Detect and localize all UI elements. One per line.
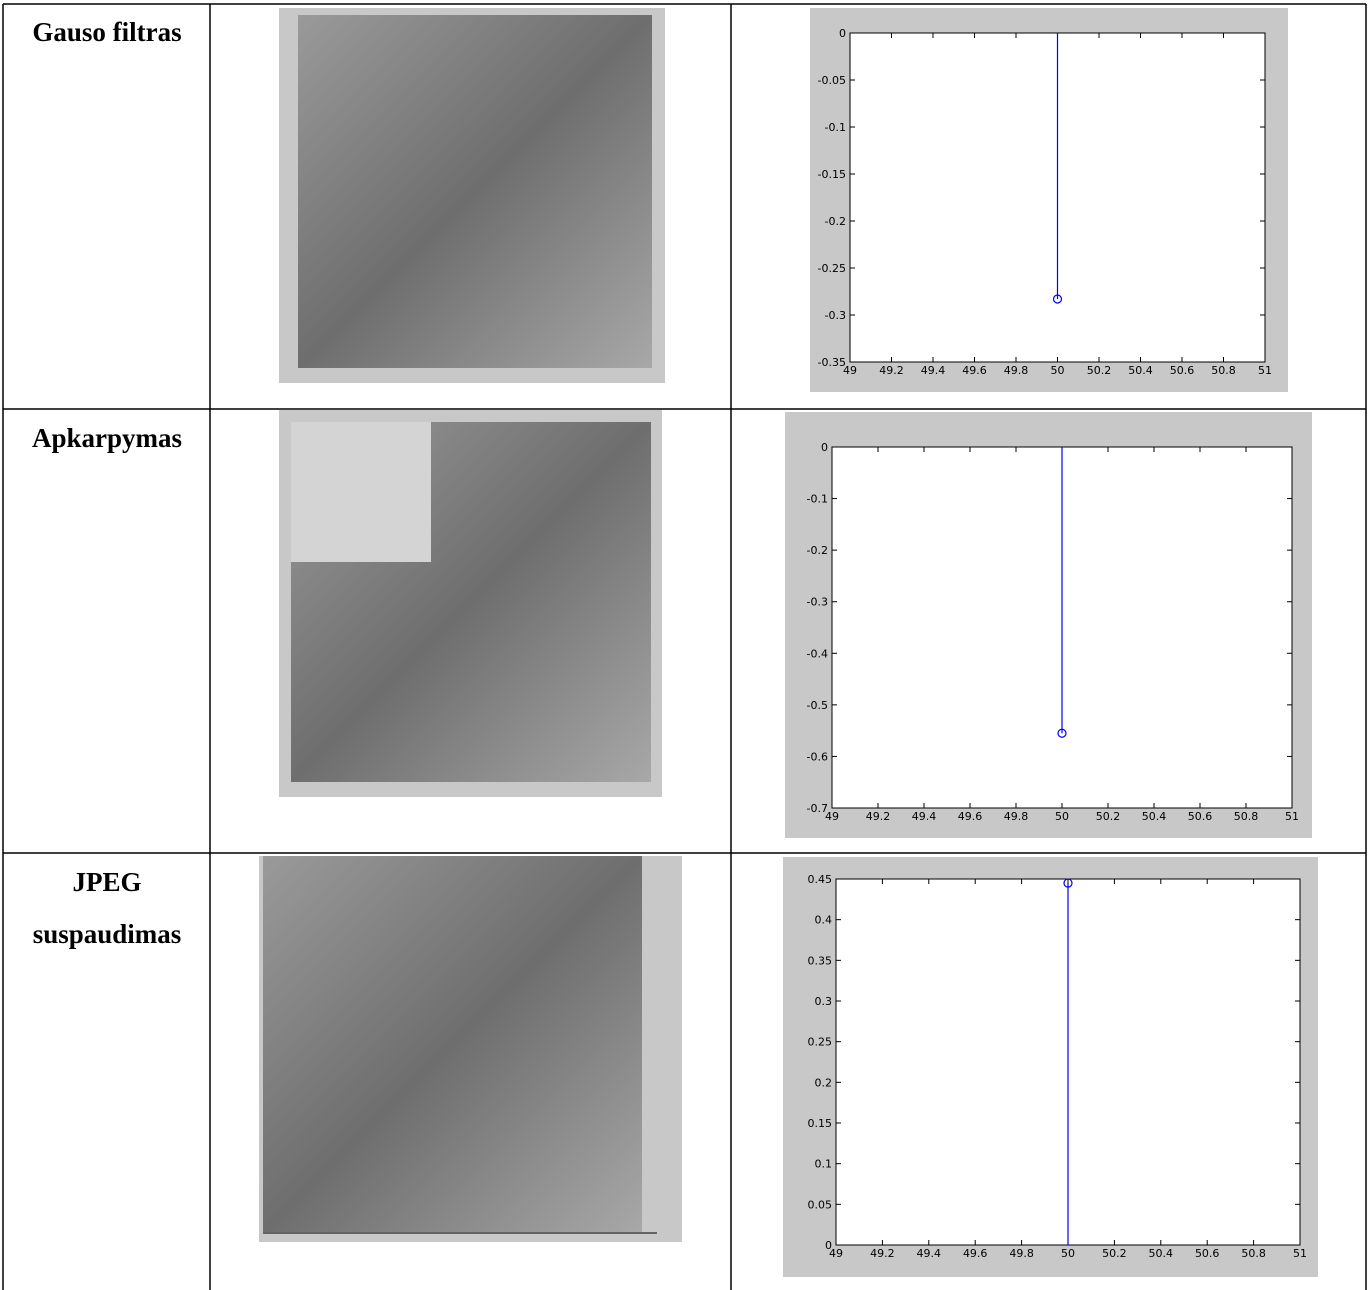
- y-tick-label: -0.4: [807, 647, 828, 660]
- page: 4949.249.449.649.85050.250.450.650.8510-…: [0, 0, 1370, 1290]
- image-1: [279, 8, 665, 383]
- image-3: [259, 856, 682, 1242]
- x-tick-label: 50.2: [1102, 1247, 1127, 1260]
- x-tick-label: 50: [1061, 1247, 1075, 1260]
- x-tick-label: 50.2: [1087, 364, 1112, 377]
- x-tick-label: 50.4: [1128, 364, 1153, 377]
- y-tick-label: 0.1: [815, 1158, 833, 1171]
- x-tick-label: 50.8: [1234, 810, 1259, 823]
- y-tick-label: -0.3: [807, 596, 828, 609]
- x-tick-label: 49.2: [879, 364, 904, 377]
- y-tick-label: 0: [825, 1239, 832, 1252]
- document: 4949.249.449.649.85050.250.450.650.8510-…: [0, 0, 1370, 1290]
- x-tick-label: 50.6: [1170, 364, 1195, 377]
- y-tick-label: 0.05: [808, 1198, 833, 1211]
- y-tick-label: 0.15: [808, 1117, 833, 1130]
- y-tick-label: -0.6: [807, 750, 828, 763]
- row-label: Apkarpymas: [4, 412, 210, 464]
- row-label: Gauso filtras: [4, 6, 210, 58]
- y-tick-label: 0.2: [815, 1076, 833, 1089]
- y-tick-label: -0.25: [818, 262, 846, 275]
- y-tick-label: 0.45: [808, 873, 833, 886]
- y-tick-label: -0.5: [807, 699, 828, 712]
- y-tick-label: -0.1: [825, 121, 846, 134]
- x-tick-label: 49.8: [1004, 364, 1029, 377]
- y-tick-label: 0: [821, 441, 828, 454]
- x-tick-label: 50.4: [1142, 810, 1167, 823]
- x-tick-label: 49.4: [917, 1247, 942, 1260]
- y-tick-label: -0.35: [818, 356, 846, 369]
- x-tick-label: 49.6: [963, 1247, 988, 1260]
- x-tick-label: 49.4: [921, 364, 946, 377]
- x-tick-label: 50.4: [1149, 1247, 1174, 1260]
- x-tick-label: 50.8: [1211, 364, 1236, 377]
- x-tick-label: 50.2: [1096, 810, 1121, 823]
- image-2: [279, 410, 662, 797]
- x-tick-label: 51: [1285, 810, 1299, 823]
- x-tick-label: 49.2: [870, 1247, 895, 1260]
- x-tick-label: 49.4: [912, 810, 937, 823]
- y-tick-label: -0.7: [807, 802, 828, 815]
- y-tick-label: -0.2: [825, 215, 846, 228]
- y-tick-label: 0: [839, 27, 846, 40]
- x-tick-label: 51: [1258, 364, 1272, 377]
- y-tick-label: -0.3: [825, 309, 846, 322]
- x-tick-label: 49.2: [866, 810, 891, 823]
- y-tick-label: -0.15: [818, 168, 846, 181]
- x-tick-label: 50.8: [1241, 1247, 1266, 1260]
- x-tick-label: 49.8: [1009, 1247, 1034, 1260]
- y-tick-label: 0.3: [815, 995, 833, 1008]
- x-tick-label: 50.6: [1195, 1247, 1220, 1260]
- y-tick-label: -0.2: [807, 544, 828, 557]
- y-tick-label: 0.35: [808, 954, 833, 967]
- x-tick-label: 51: [1293, 1247, 1307, 1260]
- y-tick-label: -0.05: [818, 74, 846, 87]
- y-tick-label: 0.4: [815, 914, 833, 927]
- x-tick-label: 49.8: [1004, 810, 1029, 823]
- y-tick-label: -0.1: [807, 493, 828, 506]
- x-tick-label: 49.6: [958, 810, 983, 823]
- x-tick-label: 50: [1051, 364, 1065, 377]
- y-tick-label: 0.25: [808, 1036, 833, 1049]
- x-tick-label: 49.6: [962, 364, 987, 377]
- x-tick-label: 50: [1055, 810, 1069, 823]
- row-label: JPEG suspaudimas: [4, 856, 210, 960]
- x-tick-label: 50.6: [1188, 810, 1213, 823]
